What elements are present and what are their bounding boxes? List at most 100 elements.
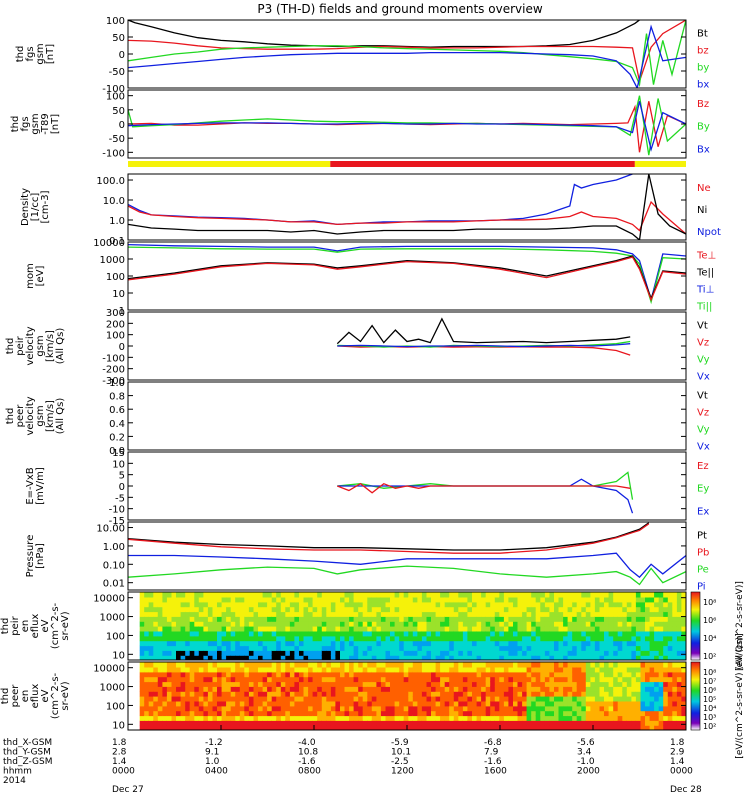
spectrogram-cell xyxy=(535,681,541,687)
colorbar-tick: 10⁸ xyxy=(703,598,716,607)
spectrogram-cell xyxy=(180,705,186,712)
y-axis-label-line: eflux xyxy=(30,614,41,639)
spectrogram-cell xyxy=(335,616,341,622)
spectrogram-cell xyxy=(453,710,459,717)
spectrogram-cell xyxy=(508,601,514,608)
spectrogram-cell xyxy=(189,592,195,598)
spectrogram-cell xyxy=(285,691,291,697)
spectrogram-cell xyxy=(235,601,241,608)
spectrogram-cell xyxy=(294,650,300,656)
spectrogram-cell xyxy=(258,715,264,721)
spectrogram-cell xyxy=(253,640,259,647)
spectrogram-cell xyxy=(658,720,664,726)
spectrogram-cell xyxy=(604,601,610,608)
spectrogram-cell xyxy=(640,671,646,678)
spectrogram-cell xyxy=(312,686,318,692)
spectrogram-cell xyxy=(376,662,382,668)
spectrogram-cell xyxy=(207,705,214,712)
spectrogram-cell xyxy=(508,650,514,656)
spectrogram-cell xyxy=(535,650,541,656)
spectrogram-cell xyxy=(267,710,273,717)
spectrogram-cell xyxy=(289,710,296,717)
spectrogram-cell xyxy=(604,645,610,651)
spectrogram-cell xyxy=(544,635,551,642)
spectrogram-cell xyxy=(544,626,551,632)
spectrogram-cell xyxy=(344,596,350,603)
spectrogram-cell xyxy=(412,640,418,647)
spectrogram-cell xyxy=(494,710,500,717)
spectrogram-cell xyxy=(253,715,259,721)
spectrogram-cell xyxy=(258,596,264,603)
y-axis-label-line: Pressure xyxy=(25,535,36,578)
spectrogram-cell xyxy=(189,601,195,608)
spectrogram-cell xyxy=(248,606,255,613)
y-axis-label-line: peer xyxy=(10,684,21,708)
spectrogram-cell xyxy=(253,691,259,697)
spectrogram-cell xyxy=(207,662,214,668)
spectrogram-cell xyxy=(358,720,364,726)
spectrogram-cell xyxy=(335,686,341,692)
spectrogram-cell xyxy=(349,686,355,692)
spectrogram-cell xyxy=(426,676,432,683)
spectrogram-cell xyxy=(217,606,223,613)
spectrogram-cell xyxy=(631,691,637,697)
spectrogram-cell xyxy=(166,725,173,730)
spectrogram-cell xyxy=(563,596,569,603)
spectrogram-cell xyxy=(654,640,660,647)
legend-entry-Vx: Vx xyxy=(697,372,710,383)
spectrogram-cell xyxy=(599,662,605,668)
series-line-By xyxy=(128,95,686,156)
spectrogram-cell xyxy=(635,601,642,608)
spectrogram-cell xyxy=(576,630,582,637)
spectrogram-cell xyxy=(462,715,469,721)
spectrogram-cell xyxy=(663,611,669,617)
spectrogram-cell xyxy=(235,696,241,702)
spectrogram-cell xyxy=(176,601,182,608)
spectrogram-cell xyxy=(262,700,268,707)
spectrogram-cell xyxy=(317,592,323,598)
spectrogram-cell xyxy=(399,666,405,673)
spectrogram-cell xyxy=(166,601,173,608)
spectrogram-cell xyxy=(667,635,673,642)
spectrogram-cell xyxy=(440,662,446,668)
spectrogram-cell xyxy=(176,611,182,617)
spectrogram-cell xyxy=(230,606,236,613)
spectrogram-cell xyxy=(349,630,355,637)
spectrogram-cell xyxy=(244,596,250,603)
spectrogram-cell xyxy=(526,630,532,637)
spectrogram-cell xyxy=(426,616,432,622)
spectrogram-cell xyxy=(157,681,163,687)
spectrogram-cell xyxy=(444,655,450,660)
spectrogram-cell xyxy=(207,592,214,598)
spectrogram-cell xyxy=(481,601,487,608)
spectrogram-cell xyxy=(385,715,391,721)
legend-entry-Ex: Ex xyxy=(697,506,709,517)
spectrogram-cell xyxy=(535,655,541,660)
spectrogram-cell xyxy=(312,681,318,687)
spectrogram-cell xyxy=(244,676,250,683)
x-axis-value: -2.5 xyxy=(391,757,409,767)
spectrogram-cell xyxy=(299,691,305,697)
spectrogram-cell xyxy=(654,696,660,702)
spectrogram-cell xyxy=(217,616,223,622)
spectrogram-cell xyxy=(540,696,546,702)
spectrogram-cell xyxy=(326,645,332,651)
y-tick-label: -10 xyxy=(109,505,125,516)
spectrogram-cell xyxy=(617,666,623,673)
spectrogram-cell xyxy=(380,715,387,721)
spectrogram-cell xyxy=(203,592,209,598)
spectrogram-cell xyxy=(526,645,532,651)
spectrogram-cell xyxy=(271,606,277,613)
spectrogram-cell xyxy=(667,592,673,598)
spectrogram-cell xyxy=(303,650,309,656)
spectrogram-cell xyxy=(157,686,163,692)
spectrogram-cell xyxy=(262,666,268,673)
spectrogram-cell xyxy=(640,650,646,656)
spectrogram-cell xyxy=(663,650,669,656)
spectrogram-cell xyxy=(499,655,505,660)
spectrogram-cell xyxy=(503,725,510,730)
spectrogram-cell xyxy=(440,696,446,702)
spectrogram-cell xyxy=(554,621,560,627)
spectrogram-cell xyxy=(189,666,195,673)
spectrogram-cell xyxy=(303,720,309,726)
